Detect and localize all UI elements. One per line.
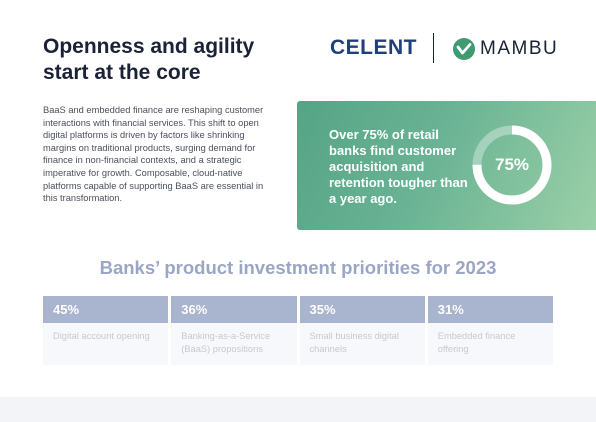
page-title: Openness and agility start at the core: [43, 34, 303, 86]
bottom-band: [0, 397, 596, 422]
priority-item: 36% Banking-as-a-Service (BaaS) proposit…: [171, 296, 297, 365]
stat-ring-chart: [472, 125, 552, 205]
mambu-logo: MAMBU: [480, 38, 559, 59]
priority-percent: 45%: [43, 296, 169, 323]
priorities-table: 45% Digital account opening 36% Banking-…: [43, 296, 553, 365]
priority-item: 31% Embedded finance offering: [427, 296, 553, 365]
stat-ring-arc: [472, 125, 552, 205]
logo-divider: [433, 33, 434, 63]
title-line-1: Openness and agility: [43, 35, 255, 58]
mambu-check-icon: [453, 38, 475, 60]
priority-label: Banking-as-a-Service (BaaS) propositions: [171, 323, 297, 365]
stat-card: Over 75% of retail banks find customer a…: [297, 101, 596, 230]
stat-text: Over 75% of retail banks find customer a…: [329, 127, 468, 206]
priority-percent: 31%: [427, 296, 553, 323]
partner-logos: CELENT MAMBU: [330, 32, 570, 64]
priority-label: Small business digital channels: [299, 323, 425, 365]
title-line-2: start at the core: [43, 61, 201, 84]
priority-percent: 36%: [171, 296, 297, 323]
priorities-title: Banks’ product investment priorities for…: [99, 257, 497, 278]
priority-label: Digital account opening: [43, 323, 169, 365]
priority-item: 45% Digital account opening: [43, 296, 169, 365]
priority-label: Embedded finance offering: [427, 323, 553, 365]
celent-logo: CELENT: [330, 36, 417, 59]
intro-paragraph: BaaS and embedded finance are reshaping …: [43, 105, 264, 204]
stat-percentage: 75%: [494, 155, 530, 174]
priority-item: 35% Small business digital channels: [299, 296, 425, 365]
priority-percent: 35%: [299, 296, 425, 323]
